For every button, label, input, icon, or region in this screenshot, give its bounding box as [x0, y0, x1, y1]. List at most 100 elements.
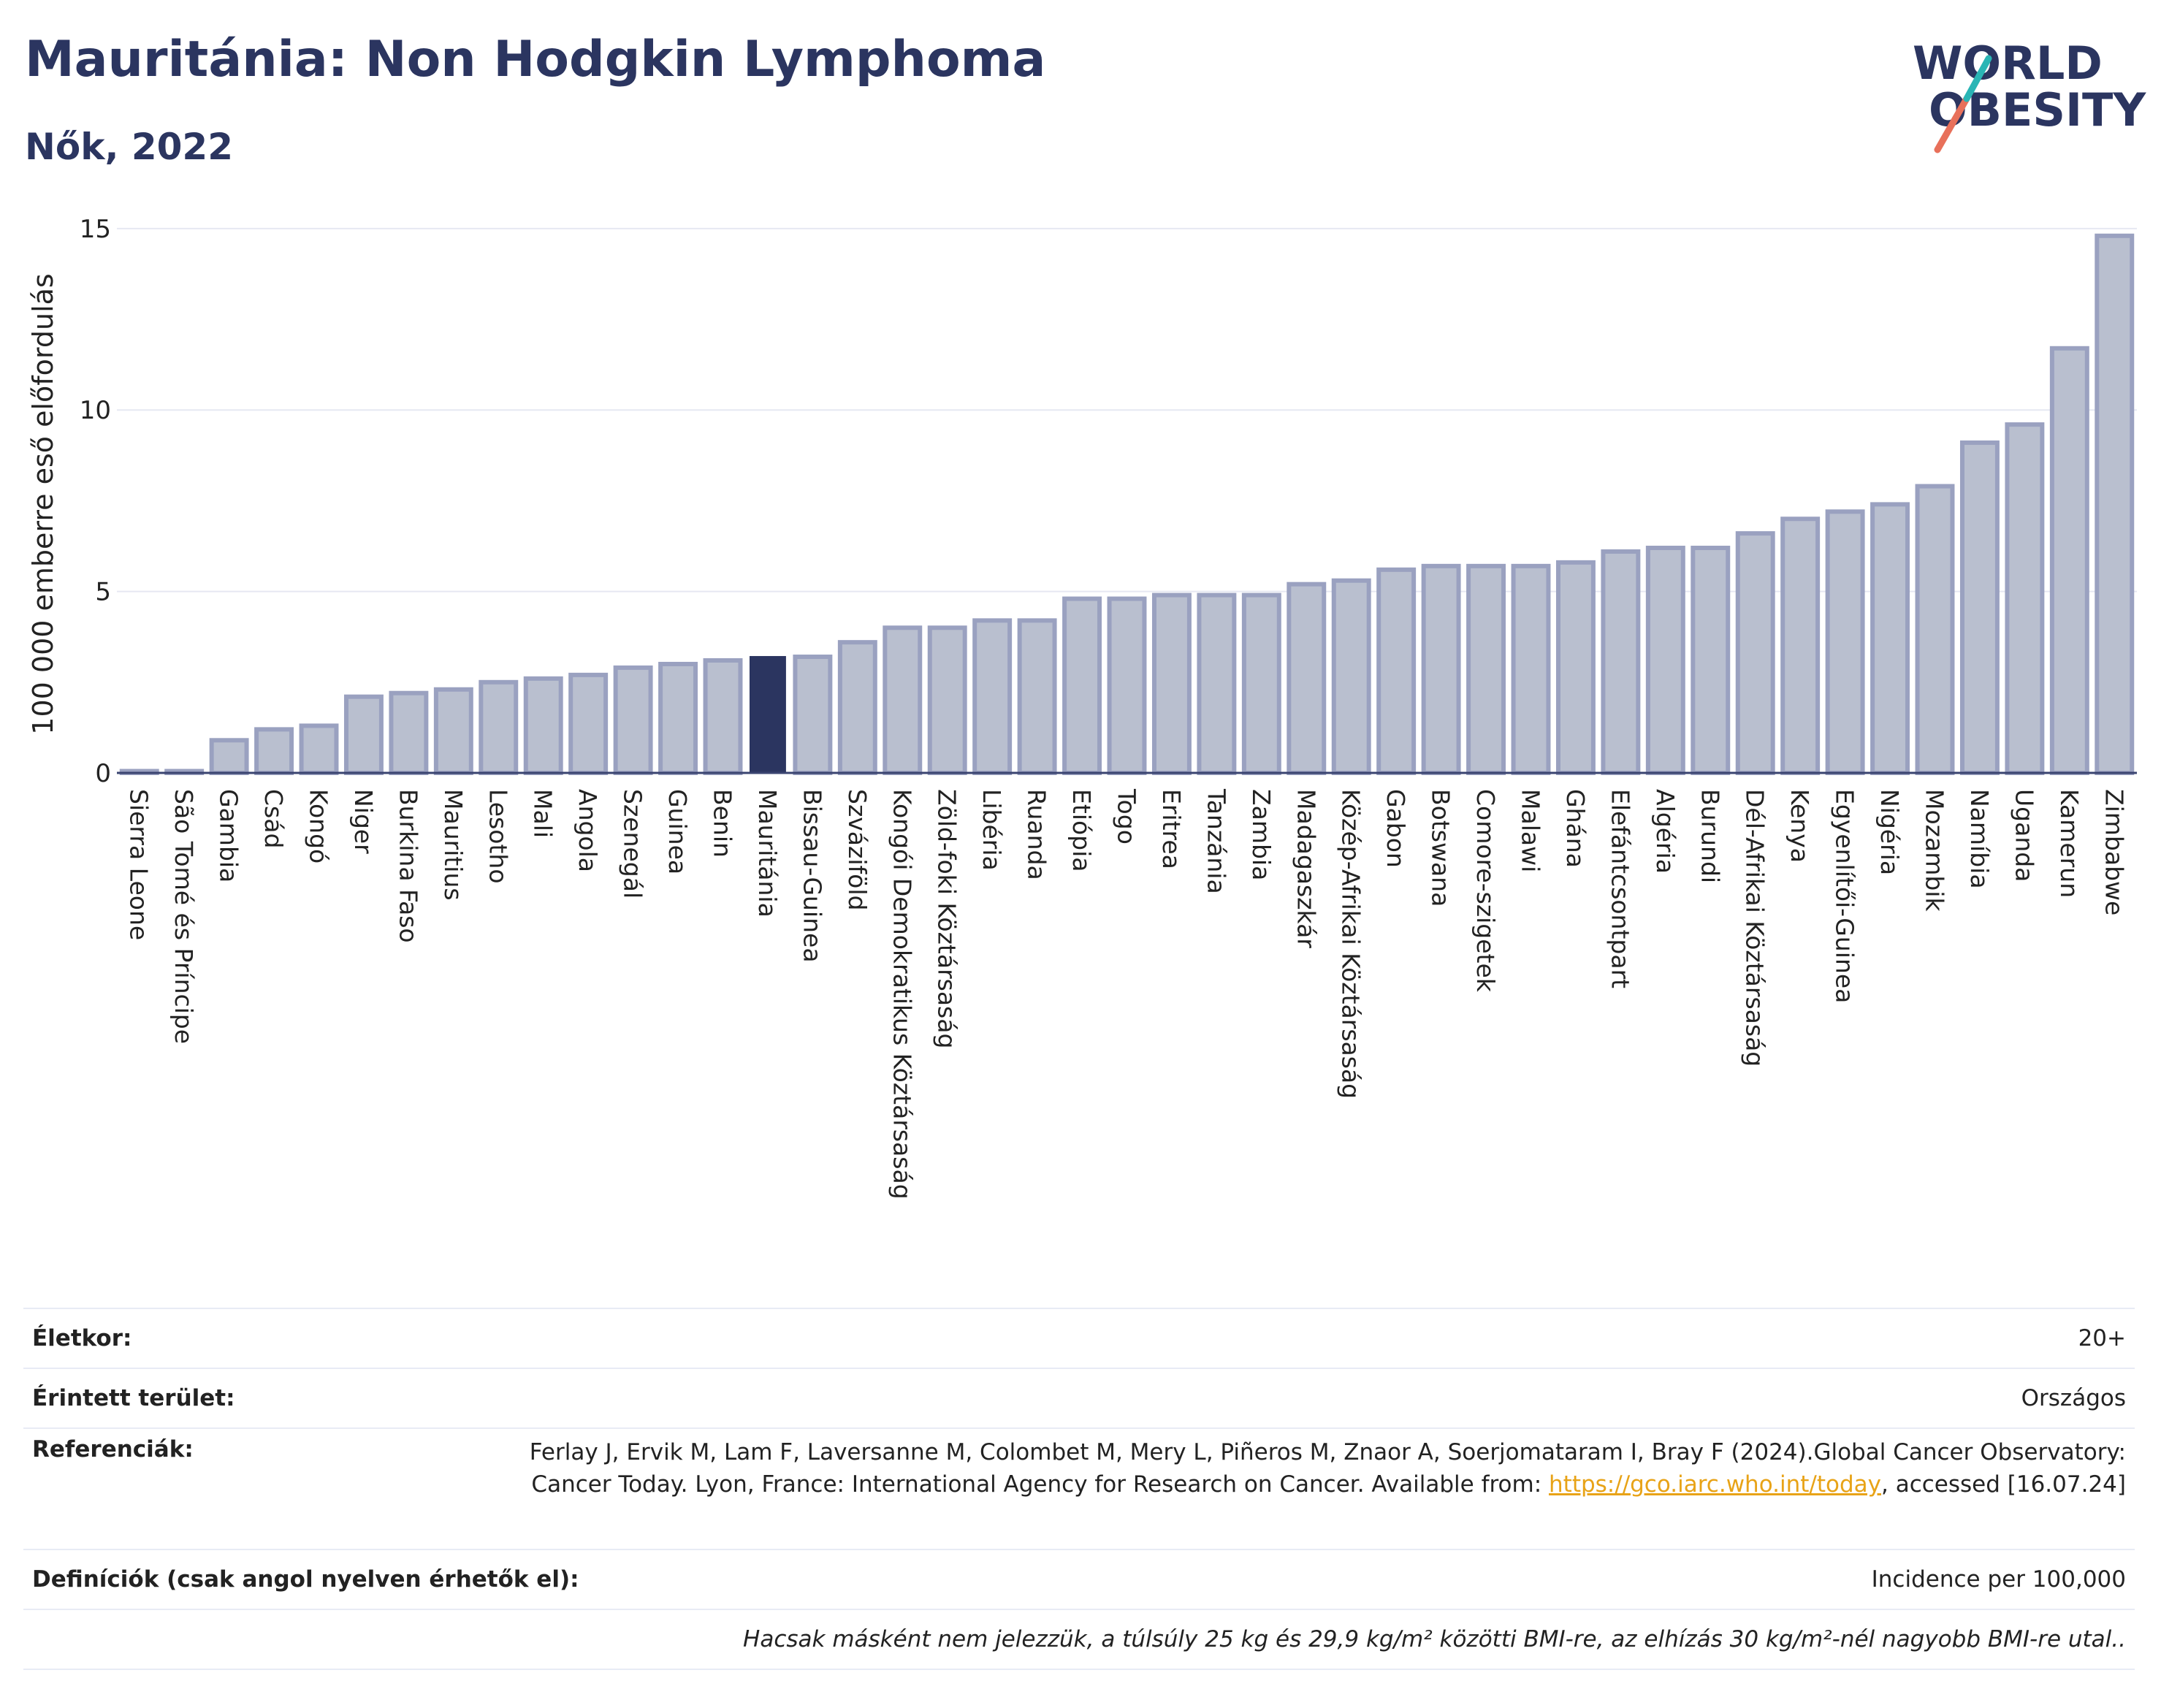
x-tick-label: Mauritánia: [753, 789, 782, 918]
bar: [1601, 549, 1641, 775]
x-tick-label: Zöld-foki Köztársaság: [933, 789, 961, 1048]
bar: [1780, 516, 1821, 775]
bar: [883, 625, 923, 776]
x-tick-label: Kenya: [1785, 789, 1814, 863]
x-tick-label: Ruanda: [1023, 789, 1051, 880]
x-tick-label: Mozambik: [1921, 789, 1949, 912]
y-axis-label: 100 000 emberre eső előfordulás: [27, 273, 59, 734]
x-tick-label: Kamerun: [2055, 789, 2084, 898]
definitions-label: Definíciók (csak angol nyelven érhetők e…: [32, 1566, 579, 1593]
x-tick-label: Ghána: [1561, 789, 1590, 868]
bar: [1107, 596, 1147, 776]
x-tick-label: Togo: [1113, 788, 1141, 845]
x-tick-label: Comore-szigetek: [1471, 789, 1500, 993]
x-tick-label: Madagaszkár: [1292, 789, 1320, 948]
y-tick-label: 5: [95, 578, 111, 607]
chart-title: Mauritánia: Non Hodgkin Lymphoma: [25, 31, 1046, 88]
x-tick-label: Guinea: [663, 789, 692, 874]
x-tick-label: Nigéria: [1875, 789, 1904, 875]
bar: [1017, 618, 1057, 776]
age-value: 20+: [2078, 1325, 2126, 1351]
bar: [1825, 509, 1865, 775]
references-accessed: , accessed [16.07.24]: [1880, 1471, 2126, 1498]
bar: [1421, 563, 1461, 775]
y-tick-label: 15: [80, 215, 111, 244]
x-tick-label: Etiópia: [1067, 789, 1096, 872]
x-tick-label: Niger: [349, 789, 378, 854]
bar: [1376, 567, 1417, 775]
x-tick-label: Elefántcsontpart: [1606, 789, 1634, 988]
info-table: Életkor: 20+ Érintett terület: Országos …: [23, 1308, 2135, 1670]
age-label: Életkor:: [32, 1325, 132, 1351]
x-tick-label: Kongói Demokratikus Köztársaság: [888, 789, 916, 1200]
x-tick-label: São Tomé és Príncipe: [169, 789, 198, 1044]
x-tick-label: Zambia: [1247, 789, 1276, 880]
references-text: Ferlay J, Ervik M, Lam F, Laversanne M, …: [529, 1439, 2126, 1498]
references-link[interactable]: https://gco.iarc.who.int/today: [1549, 1471, 1881, 1498]
bar: [1915, 484, 1955, 775]
bar: [1555, 560, 1596, 775]
x-tick-label: Szváziföld: [843, 789, 872, 910]
bar: [658, 661, 698, 775]
bar: [479, 679, 519, 776]
logo-slash-red: [1934, 95, 1970, 153]
x-tick-label: Angola: [573, 789, 602, 872]
world-obesity-logo: WORLD OBESITY: [1913, 37, 2146, 153]
note-text: Hacsak másként nem jelezzük, a túlsúly 2…: [743, 1626, 2126, 1652]
x-tick-label: Egyenlítői-Guinea: [1831, 789, 1859, 1003]
x-tick-label: Mali: [529, 789, 557, 838]
bar: [1645, 546, 1685, 775]
bar: [1287, 582, 1327, 775]
x-tick-label: Malawi: [1517, 789, 1545, 872]
x-tick-label: Uganda: [2010, 789, 2038, 882]
bar: [703, 658, 743, 775]
x-tick-label: Sierra Leone: [125, 789, 153, 940]
x-tick-label: Botswana: [1427, 789, 1455, 907]
x-tick-label: Tanzánia: [1202, 788, 1230, 894]
x-tick-label: Mauritius: [439, 789, 468, 901]
logo-line-1: WORLD: [1913, 37, 2103, 90]
x-tick-label: Közép-Afrikai Köztársaság: [1337, 789, 1365, 1099]
bar: [343, 694, 384, 776]
bar: [523, 676, 563, 775]
x-tick-label: Gambia: [215, 789, 243, 882]
bar: [2005, 422, 2045, 776]
x-tick-label: Bissau-Guinea: [798, 789, 826, 963]
logo-line-2: OBESITY: [1929, 83, 2146, 137]
bar: [1197, 592, 1237, 775]
x-tick-label: Zimbabwe: [2100, 789, 2128, 915]
bar: [972, 618, 1013, 776]
bar: [389, 690, 429, 775]
x-tick-label: Algéria: [1651, 789, 1680, 874]
area-label: Érintett terület:: [32, 1385, 235, 1411]
bar: [1241, 592, 1281, 775]
x-tick-label: Libéria: [977, 789, 1006, 871]
info-row-note: Hacsak másként nem jelezzük, a túlsúly 2…: [23, 1609, 2135, 1670]
info-row-references: Referenciák: Ferlay J, Ervik M, Lam F, L…: [23, 1427, 2135, 1549]
bar: [1151, 592, 1192, 775]
bar: [209, 738, 249, 776]
x-tick-label: Kongó: [305, 789, 333, 863]
bar: [568, 672, 609, 775]
x-tick-label: Lesotho: [484, 789, 512, 884]
bar: [1959, 440, 2000, 775]
bar: [1511, 563, 1551, 775]
references-label: Referenciák:: [32, 1436, 194, 1463]
bar: [613, 665, 653, 775]
x-tick-label: Benin: [709, 789, 737, 858]
x-tick-label: Gabon: [1381, 789, 1410, 868]
bar-highlighted: [749, 656, 786, 774]
x-tick-label: Burkina Faso: [394, 789, 422, 943]
x-tick-label: Eritrea: [1157, 789, 1186, 869]
bar: [299, 723, 339, 776]
info-row-area: Érintett terület: Országos: [23, 1368, 2135, 1427]
bar: [2095, 233, 2135, 776]
bar: [1331, 578, 1371, 775]
y-tick-label: 0: [95, 759, 111, 788]
area-value: Országos: [2021, 1385, 2126, 1411]
bar: [1062, 596, 1102, 776]
bar: [2049, 346, 2089, 776]
bar: [254, 727, 294, 775]
bar: [433, 687, 473, 776]
bar: [1870, 502, 1910, 775]
